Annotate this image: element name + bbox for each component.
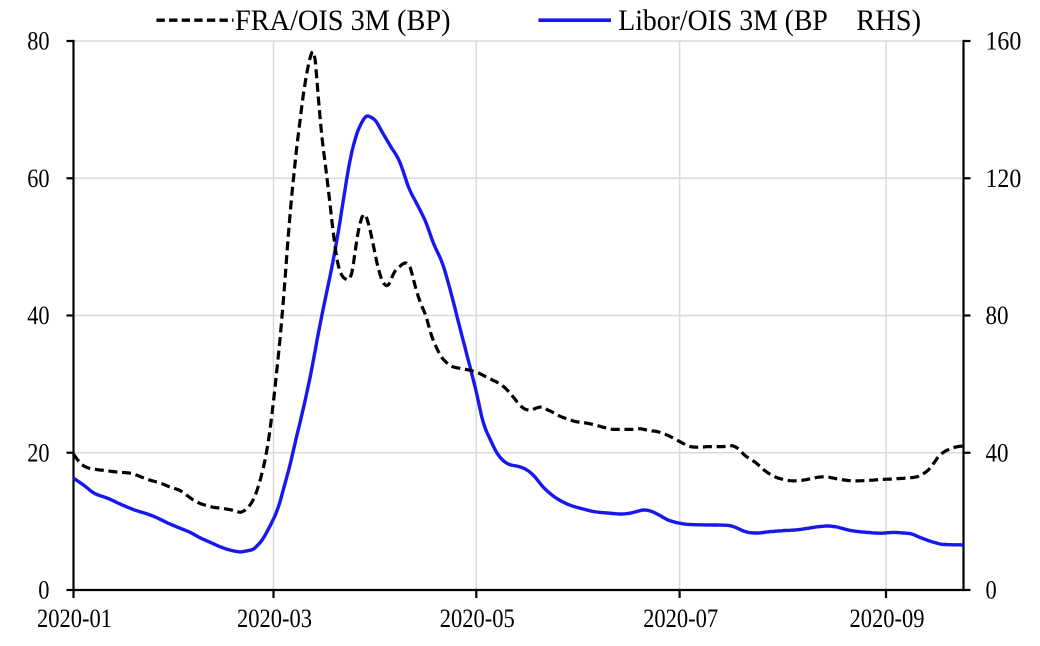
svg-text:80: 80 [27,27,49,56]
svg-text:2020-01: 2020-01 [37,604,112,633]
svg-text:20: 20 [27,438,49,467]
svg-text:2020-09: 2020-09 [850,604,925,633]
svg-text:120: 120 [986,164,1022,193]
svg-text:80: 80 [986,301,1009,330]
svg-text:Libor/OIS 3M (BP: Libor/OIS 3M (BP [618,4,828,37]
svg-text:160: 160 [986,27,1022,56]
svg-text:0: 0 [38,576,49,605]
svg-text:RHS): RHS) [856,4,921,37]
svg-text:2020-07: 2020-07 [643,604,718,633]
svg-text:2020-03: 2020-03 [237,604,312,633]
svg-text:40: 40 [27,301,49,330]
svg-text:FRA/OIS 3M (BP): FRA/OIS 3M (BP) [235,4,451,37]
svg-text:0: 0 [986,576,997,605]
svg-text:40: 40 [986,438,1009,467]
svg-text:60: 60 [27,164,49,193]
svg-text:2020-05: 2020-05 [440,604,515,633]
